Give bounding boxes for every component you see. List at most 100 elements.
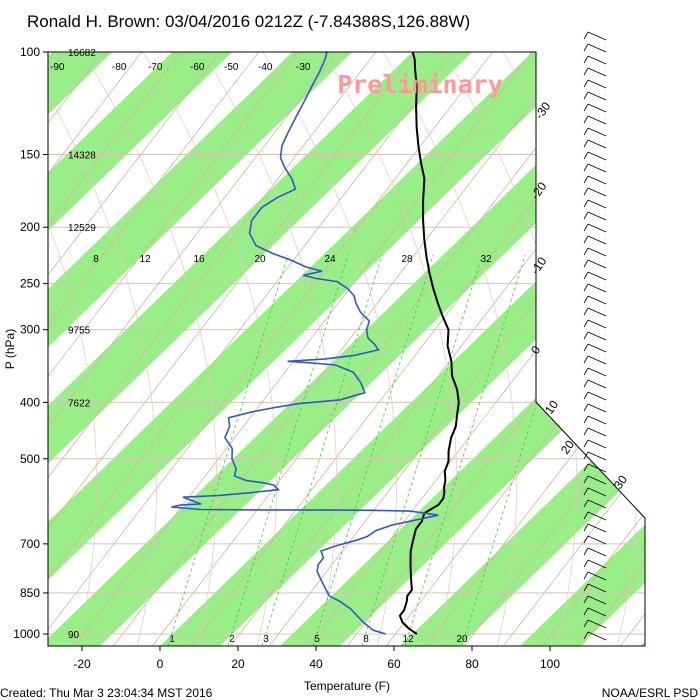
wind-barb [587, 235, 607, 245]
wind-barb [587, 259, 607, 269]
wind-barb [587, 607, 607, 617]
wind-barb [587, 163, 607, 173]
wind-barb-flag [583, 535, 589, 544]
isotherm-label: -80 [112, 62, 127, 73]
mixing-ratio-label: 1 [169, 634, 175, 645]
wind-barb [587, 571, 607, 581]
wind-barb-flag [583, 211, 589, 220]
wind-barb [587, 175, 607, 185]
wind-barb-flag [583, 319, 589, 328]
isotherm-label: -90 [50, 62, 65, 73]
isotherm-line [48, 52, 342, 646]
wind-barb-flag [583, 151, 589, 160]
x-tick-label: 60 [387, 657, 401, 671]
wind-barb-flag [583, 307, 589, 316]
mixing-ratio-line [361, 254, 483, 646]
watermark-text: Preliminary [337, 70, 503, 99]
moist-band [48, 52, 359, 646]
wind-barb-flag [583, 355, 589, 364]
wind-barb [587, 499, 607, 509]
isotherm-line [48, 52, 459, 646]
wind-barb-flag [583, 583, 589, 592]
isotherm-label: -40 [258, 62, 273, 73]
wind-barb-flag [583, 511, 589, 520]
wind-barb-flag [583, 631, 589, 640]
adiabat-line [378, 52, 517, 646]
wind-barb [587, 319, 607, 329]
mixing-ratio-label: 20 [254, 254, 266, 265]
wind-barb-flag [583, 43, 589, 52]
wind-barb-flag [583, 547, 589, 556]
wind-barb-flag [583, 331, 589, 340]
wind-barb-flag [583, 139, 589, 148]
isotherm-line [463, 52, 645, 646]
isotherm-line [48, 52, 498, 646]
wind-barb [587, 295, 607, 305]
isotherm-line [659, 46, 700, 646]
wind-barb-flag [583, 247, 589, 256]
y-axis-label: P (hPa) [3, 329, 17, 369]
wind-barb [587, 55, 607, 65]
wind-barb [587, 379, 607, 389]
mixing-ratio-label: 12 [139, 254, 151, 265]
moist-band [48, 52, 599, 646]
wind-barb [587, 619, 607, 629]
height-label: 9755 [68, 326, 91, 337]
mixing-ratio-label: 16 [193, 254, 205, 265]
wind-barb-flag [583, 451, 589, 460]
chart-title: Ronald H. Brown: 03/04/2016 0212Z (-7.84… [27, 12, 470, 31]
isotherm-line [48, 52, 186, 646]
wind-barb [587, 223, 607, 233]
wind-barb [587, 103, 607, 113]
wind-barb-flag [583, 295, 589, 304]
wind-barb-flag [583, 271, 589, 280]
isotherm-line [48, 52, 381, 646]
mixing-ratio-line [404, 254, 526, 646]
wind-barb-flag [583, 427, 589, 436]
wind-barb-flag [583, 379, 589, 388]
adiabat-line [258, 52, 397, 646]
wind-barb [587, 439, 607, 449]
wind-barb [587, 331, 607, 341]
wind-barb-flag [583, 283, 589, 292]
wind-barb-flag [583, 523, 589, 532]
isotherm-label: -60 [190, 62, 205, 73]
x-tick-label: 80 [465, 657, 479, 671]
height-labels: 16682 14328 12529 9755 7622 90 [68, 48, 96, 641]
wind-barb-flag [583, 223, 589, 232]
wind-barb [587, 91, 607, 101]
wind-barb-flag [583, 415, 589, 424]
wind-barb-flag [583, 187, 589, 196]
moist-band [400, 52, 645, 646]
wind-barb [587, 547, 607, 557]
wind-barb-flag [583, 67, 589, 76]
y-tick-label: 700 [20, 537, 40, 551]
adiabat-line [318, 52, 457, 646]
wind-barb [587, 463, 607, 473]
wind-barb-flag [583, 91, 589, 100]
sounding-series [171, 52, 460, 635]
height-label: 7622 [68, 398, 91, 409]
x-tick-label: 100 [540, 657, 560, 671]
wind-barb-flag [583, 571, 589, 580]
mixing-ratio-label: 24 [324, 254, 336, 265]
wind-barb [587, 67, 607, 77]
y-tick-label: 250 [20, 277, 40, 291]
isotherm-label: -30 [296, 62, 311, 73]
isotherm-line [48, 52, 147, 646]
x-axis: -20 0 20 40 60 80 100 [73, 646, 560, 671]
wind-barb [587, 31, 607, 41]
wind-barb-flag [583, 55, 589, 64]
height-label: 90 [68, 630, 80, 641]
wind-barb [587, 79, 607, 89]
wind-barb-flag [583, 31, 589, 40]
wind-barb [587, 511, 607, 521]
x-tick-label: -20 [73, 657, 91, 671]
mixing-ratio-label: 5 [314, 634, 320, 645]
y-tick-label: 100 [20, 45, 40, 59]
adiabat-line [48, 52, 157, 646]
y-tick-label: 200 [20, 220, 40, 234]
y-axis: 100 150 200 250 300 400 500 700 850 1000 [13, 45, 48, 641]
wind-barb [587, 451, 607, 461]
